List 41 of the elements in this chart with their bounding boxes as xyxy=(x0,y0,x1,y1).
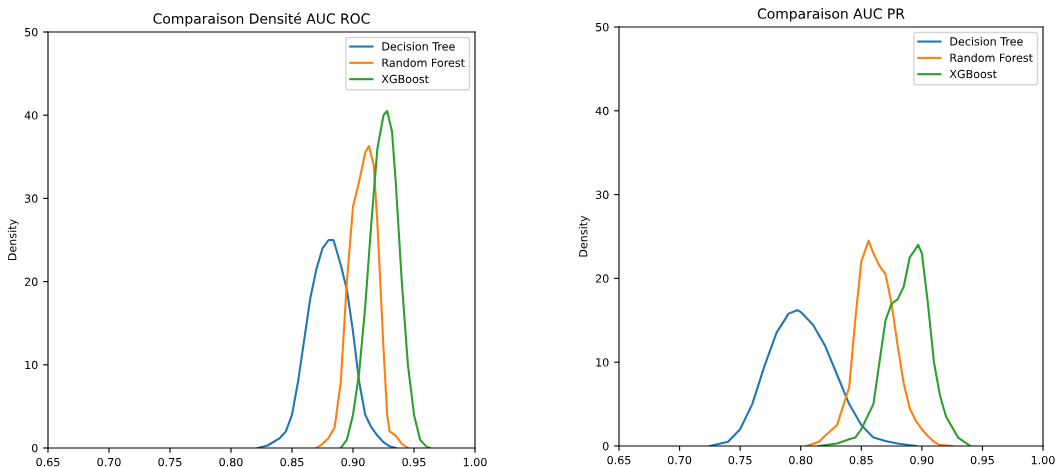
y-tick-label: 40 xyxy=(24,111,38,120)
x-tick-label: 0.80 xyxy=(219,457,243,467)
y-tick-label: 0 xyxy=(602,441,609,451)
x-tick-label: 0.70 xyxy=(97,457,121,467)
x-tick-label: 0.90 xyxy=(341,457,365,467)
chart-title: Comparaison AUC PR xyxy=(757,8,905,22)
y-axis-title: Density xyxy=(7,219,19,261)
x-tick-label: 0.80 xyxy=(789,455,813,465)
legend-label: XGBoost xyxy=(949,69,997,79)
y-tick-label: 30 xyxy=(24,194,38,203)
y-tick-label: 30 xyxy=(595,190,609,199)
x-tick-label: 0.65 xyxy=(607,455,631,465)
legend-label: Decision Tree xyxy=(382,42,455,51)
x-tick-label: 0.90 xyxy=(910,455,934,465)
y-tick-label: 50 xyxy=(596,22,609,32)
legend-label: Random Forest xyxy=(950,53,1033,62)
y-tick-label: 10 xyxy=(25,360,38,370)
y-tick-label: 10 xyxy=(596,358,609,367)
y-tick-label: 20 xyxy=(24,277,38,286)
legend-label: XGBoost xyxy=(381,74,429,84)
y-tick-label: 0 xyxy=(31,443,38,453)
legend-label: Decision Tree xyxy=(950,37,1023,46)
y-axis-title: Density xyxy=(578,215,590,257)
x-tick-label: 0.95 xyxy=(402,457,426,467)
line-series xyxy=(315,144,409,448)
y-tick-label: 50 xyxy=(25,27,38,37)
line-series xyxy=(339,110,431,448)
x-tick-label: 0.75 xyxy=(158,457,182,467)
line-series xyxy=(256,238,397,448)
x-tick-label: 0.85 xyxy=(849,455,873,465)
y-tick-label: 40 xyxy=(595,106,609,116)
x-tick-label: 0.95 xyxy=(970,455,994,465)
legend-label: Random Forest xyxy=(382,58,465,67)
x-tick-label: 0.75 xyxy=(728,455,752,465)
x-tick-label: 0.85 xyxy=(280,457,304,467)
x-tick-label: 0.70 xyxy=(667,455,692,465)
x-tick-label: 0.65 xyxy=(36,457,60,467)
chart-title: Comparaison Densité AUC ROC xyxy=(153,12,370,27)
x-tick-label: 1.00 xyxy=(1031,455,1055,465)
x-tick-label: 1.00 xyxy=(463,457,487,467)
y-tick-label: 20 xyxy=(595,274,609,283)
